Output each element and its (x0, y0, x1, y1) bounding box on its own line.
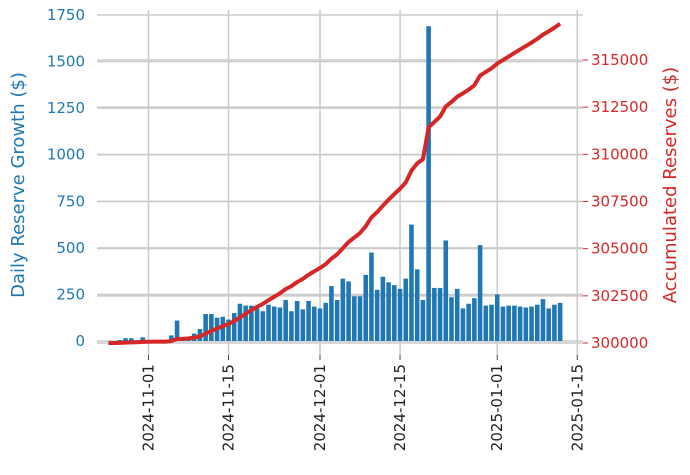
x-tick-label: 2024-12-15 (391, 364, 409, 451)
y-tick-label: 750 (56, 192, 85, 210)
bar (443, 240, 449, 342)
bar (506, 305, 511, 342)
y2-tick-label: 307500 (591, 192, 648, 210)
bar (483, 305, 489, 342)
bar (174, 320, 180, 342)
bar (249, 305, 254, 342)
bar (523, 307, 529, 342)
bar (123, 338, 128, 342)
bar (220, 316, 226, 342)
y2-tick-label: 312500 (591, 98, 648, 116)
y2-tick-label: 315000 (591, 51, 648, 69)
bar (432, 287, 437, 342)
bar (529, 306, 534, 342)
y-tick-label: 250 (56, 285, 85, 303)
bar (557, 302, 563, 342)
y2-tick-label: 302500 (591, 287, 648, 305)
bar (237, 303, 243, 342)
bar (540, 299, 546, 342)
bar (546, 308, 551, 342)
bar (477, 245, 483, 342)
bar (140, 337, 146, 342)
bar (334, 300, 340, 342)
bar (352, 296, 357, 342)
bar (500, 306, 506, 342)
bar (409, 224, 414, 342)
y-tick-label: 1000 (47, 146, 85, 164)
bar (426, 26, 431, 342)
bar (437, 287, 443, 342)
bar (414, 269, 420, 342)
x-tick-label: 2025-01-01 (488, 364, 506, 451)
x-tick-label: 2024-12-01 (311, 364, 329, 451)
bar (169, 335, 174, 342)
bar (209, 314, 214, 342)
bar (311, 306, 317, 342)
bar (534, 304, 540, 342)
bar (203, 314, 208, 342)
bar (420, 300, 426, 342)
x-tick-label: 2025-01-15 (568, 364, 586, 451)
bar (363, 274, 369, 342)
bar (226, 319, 231, 342)
bar (289, 311, 294, 342)
bar (306, 300, 311, 342)
bar (266, 304, 271, 342)
bar (323, 302, 328, 342)
bar (243, 305, 248, 342)
bar (380, 276, 386, 342)
bar (472, 298, 477, 342)
bar (374, 289, 380, 342)
bar (397, 288, 403, 342)
bar (329, 286, 334, 342)
bar (294, 300, 300, 342)
y2-tick-label: 305000 (591, 240, 648, 258)
bar (552, 304, 557, 342)
bar (346, 281, 351, 342)
x-tick-label: 2024-11-15 (220, 364, 238, 451)
bar (260, 311, 266, 342)
bar (466, 303, 471, 342)
x-tick-label: 2024-11-01 (139, 364, 157, 451)
bar (489, 304, 494, 342)
line (108, 22, 562, 345)
y-tick-label: 1250 (47, 99, 85, 117)
bar (449, 297, 454, 342)
bar (271, 306, 277, 342)
bar (357, 296, 363, 342)
y-tick-label: 1500 (47, 53, 85, 71)
y-axis-label: Daily Reserve Growth ($) (8, 72, 29, 298)
y2-axis-label: Accumulated Reserves ($) (660, 67, 681, 303)
bar (460, 308, 466, 342)
bar (283, 300, 288, 342)
y-tick-label: 1750 (47, 6, 85, 24)
y2-tick-label: 300000 (591, 334, 648, 352)
bar (231, 313, 237, 342)
y-tick-label: 500 (56, 239, 85, 257)
bar (392, 285, 397, 342)
bar (254, 308, 260, 342)
bar (317, 308, 323, 342)
bar (129, 338, 134, 342)
bar (340, 278, 346, 342)
bar (512, 305, 517, 342)
bar (517, 306, 523, 342)
bar (369, 252, 374, 342)
bar (494, 294, 500, 342)
bar (403, 278, 409, 342)
bar (117, 340, 123, 342)
bar (454, 288, 460, 342)
y-tick-label: 0 (75, 332, 85, 350)
bar (300, 309, 306, 342)
bar (386, 282, 391, 342)
bar (277, 307, 283, 342)
y2-tick-label: 310000 (591, 145, 648, 163)
